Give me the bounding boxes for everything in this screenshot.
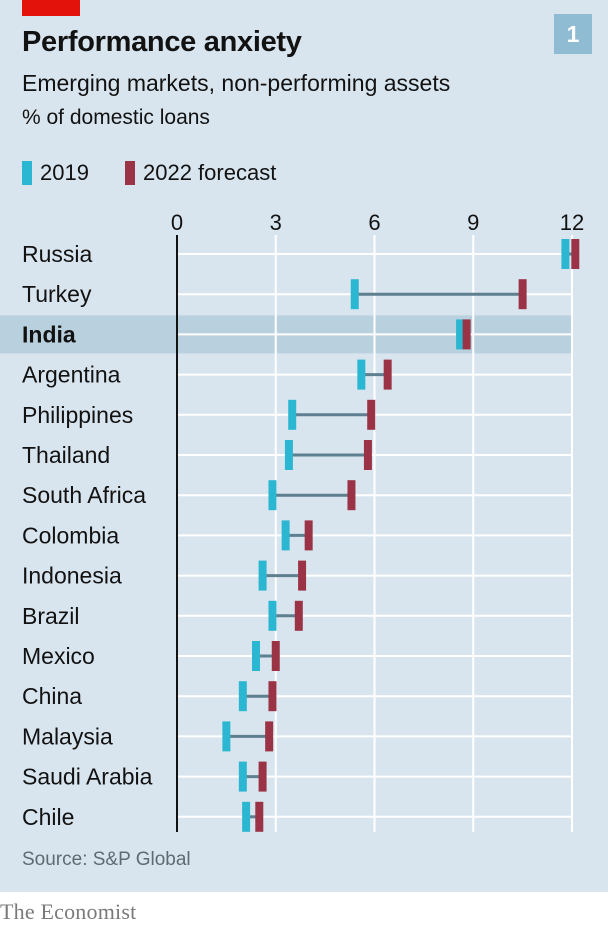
marker-2022-forecast-india xyxy=(462,319,471,350)
source-note: Source: S&P Global xyxy=(22,849,191,870)
marker-2019-philippines xyxy=(288,399,297,430)
category-label-russia: Russia xyxy=(22,241,93,267)
legend-item-2019: 2019 xyxy=(22,159,89,187)
chart-subtitle: Emerging markets, non-performing assets xyxy=(22,70,451,96)
marker-2019-malaysia xyxy=(222,721,231,752)
chart-panel xyxy=(0,0,608,892)
category-label-saudi-arabia: Saudi Arabia xyxy=(22,764,153,790)
category-label-south-africa: South Africa xyxy=(22,482,146,508)
marker-2019-thailand xyxy=(284,440,293,470)
marker-2019-colombia xyxy=(281,520,290,551)
legend-label-2022-forecast: 2022 forecast xyxy=(143,160,277,185)
x-tick-label-6: 6 xyxy=(368,210,380,235)
legend-label-2019: 2019 xyxy=(40,160,89,185)
x-tick-label-9: 9 xyxy=(467,210,479,235)
category-label-thailand: Thailand xyxy=(22,442,110,468)
marker-2019-argentina xyxy=(357,359,366,390)
marker-2022-forecast-colombia xyxy=(304,520,313,551)
marker-2022-forecast-malaysia xyxy=(265,721,274,752)
category-label-philippines: Philippines xyxy=(22,402,133,428)
marker-2019-south-africa xyxy=(268,480,277,511)
marker-2022-forecast-indonesia xyxy=(298,560,307,591)
legend-swatch-2022-forecast xyxy=(125,161,135,185)
category-label-mexico: Mexico xyxy=(22,643,95,669)
category-label-india: India xyxy=(22,321,76,347)
marker-2022-forecast-philippines xyxy=(367,399,376,430)
marker-2022-forecast-chile xyxy=(255,801,264,832)
legend-item-2022-forecast: 2022 forecast xyxy=(125,159,276,187)
chart-unit: % of domestic loans xyxy=(22,106,210,129)
marker-2019-saudi-arabia xyxy=(238,761,247,792)
marker-2022-forecast-russia xyxy=(571,239,580,269)
category-label-colombia: Colombia xyxy=(22,522,119,548)
brand-tag xyxy=(22,0,80,16)
marker-2019-russia xyxy=(561,239,570,269)
marker-2019-mexico xyxy=(252,641,260,671)
category-label-turkey: Turkey xyxy=(22,281,92,307)
marker-2019-china xyxy=(238,681,247,712)
category-label-indonesia: Indonesia xyxy=(22,563,122,589)
category-label-chile: Chile xyxy=(22,804,74,830)
category-label-malaysia: Malaysia xyxy=(22,723,113,749)
category-label-brazil: Brazil xyxy=(22,603,80,629)
marker-2022-forecast-brazil xyxy=(294,600,303,631)
marker-2022-forecast-thailand xyxy=(363,440,372,470)
chart-title: Performance anxiety xyxy=(22,26,302,58)
marker-2019-turkey xyxy=(350,279,359,310)
category-label-china: China xyxy=(22,683,82,709)
publisher-brand: The Economist xyxy=(0,899,137,924)
x-tick-label-12: 12 xyxy=(560,210,584,235)
marker-2019-brazil xyxy=(268,600,277,631)
marker-2019-chile xyxy=(242,801,251,832)
marker-2019-indonesia xyxy=(258,560,267,591)
x-tick-label-0: 0 xyxy=(171,210,183,235)
category-label-argentina: Argentina xyxy=(22,362,121,388)
marker-2022-forecast-south-africa xyxy=(347,480,356,511)
marker-2022-forecast-saudi-arabia xyxy=(258,761,267,792)
marker-2019-india xyxy=(456,319,465,350)
marker-2022-forecast-mexico xyxy=(271,641,280,671)
marker-2022-forecast-china xyxy=(268,681,277,712)
x-tick-label-3: 3 xyxy=(270,210,282,235)
chart-number-badge: 1 xyxy=(554,14,592,54)
legend-swatch-2019 xyxy=(22,161,32,185)
dumbbell-chart: 0 3 6 9 12 Russia Turkey India Argentina Philippi… xyxy=(0,210,584,832)
marker-2022-forecast-turkey xyxy=(518,279,527,310)
marker-2022-forecast-argentina xyxy=(383,359,392,390)
